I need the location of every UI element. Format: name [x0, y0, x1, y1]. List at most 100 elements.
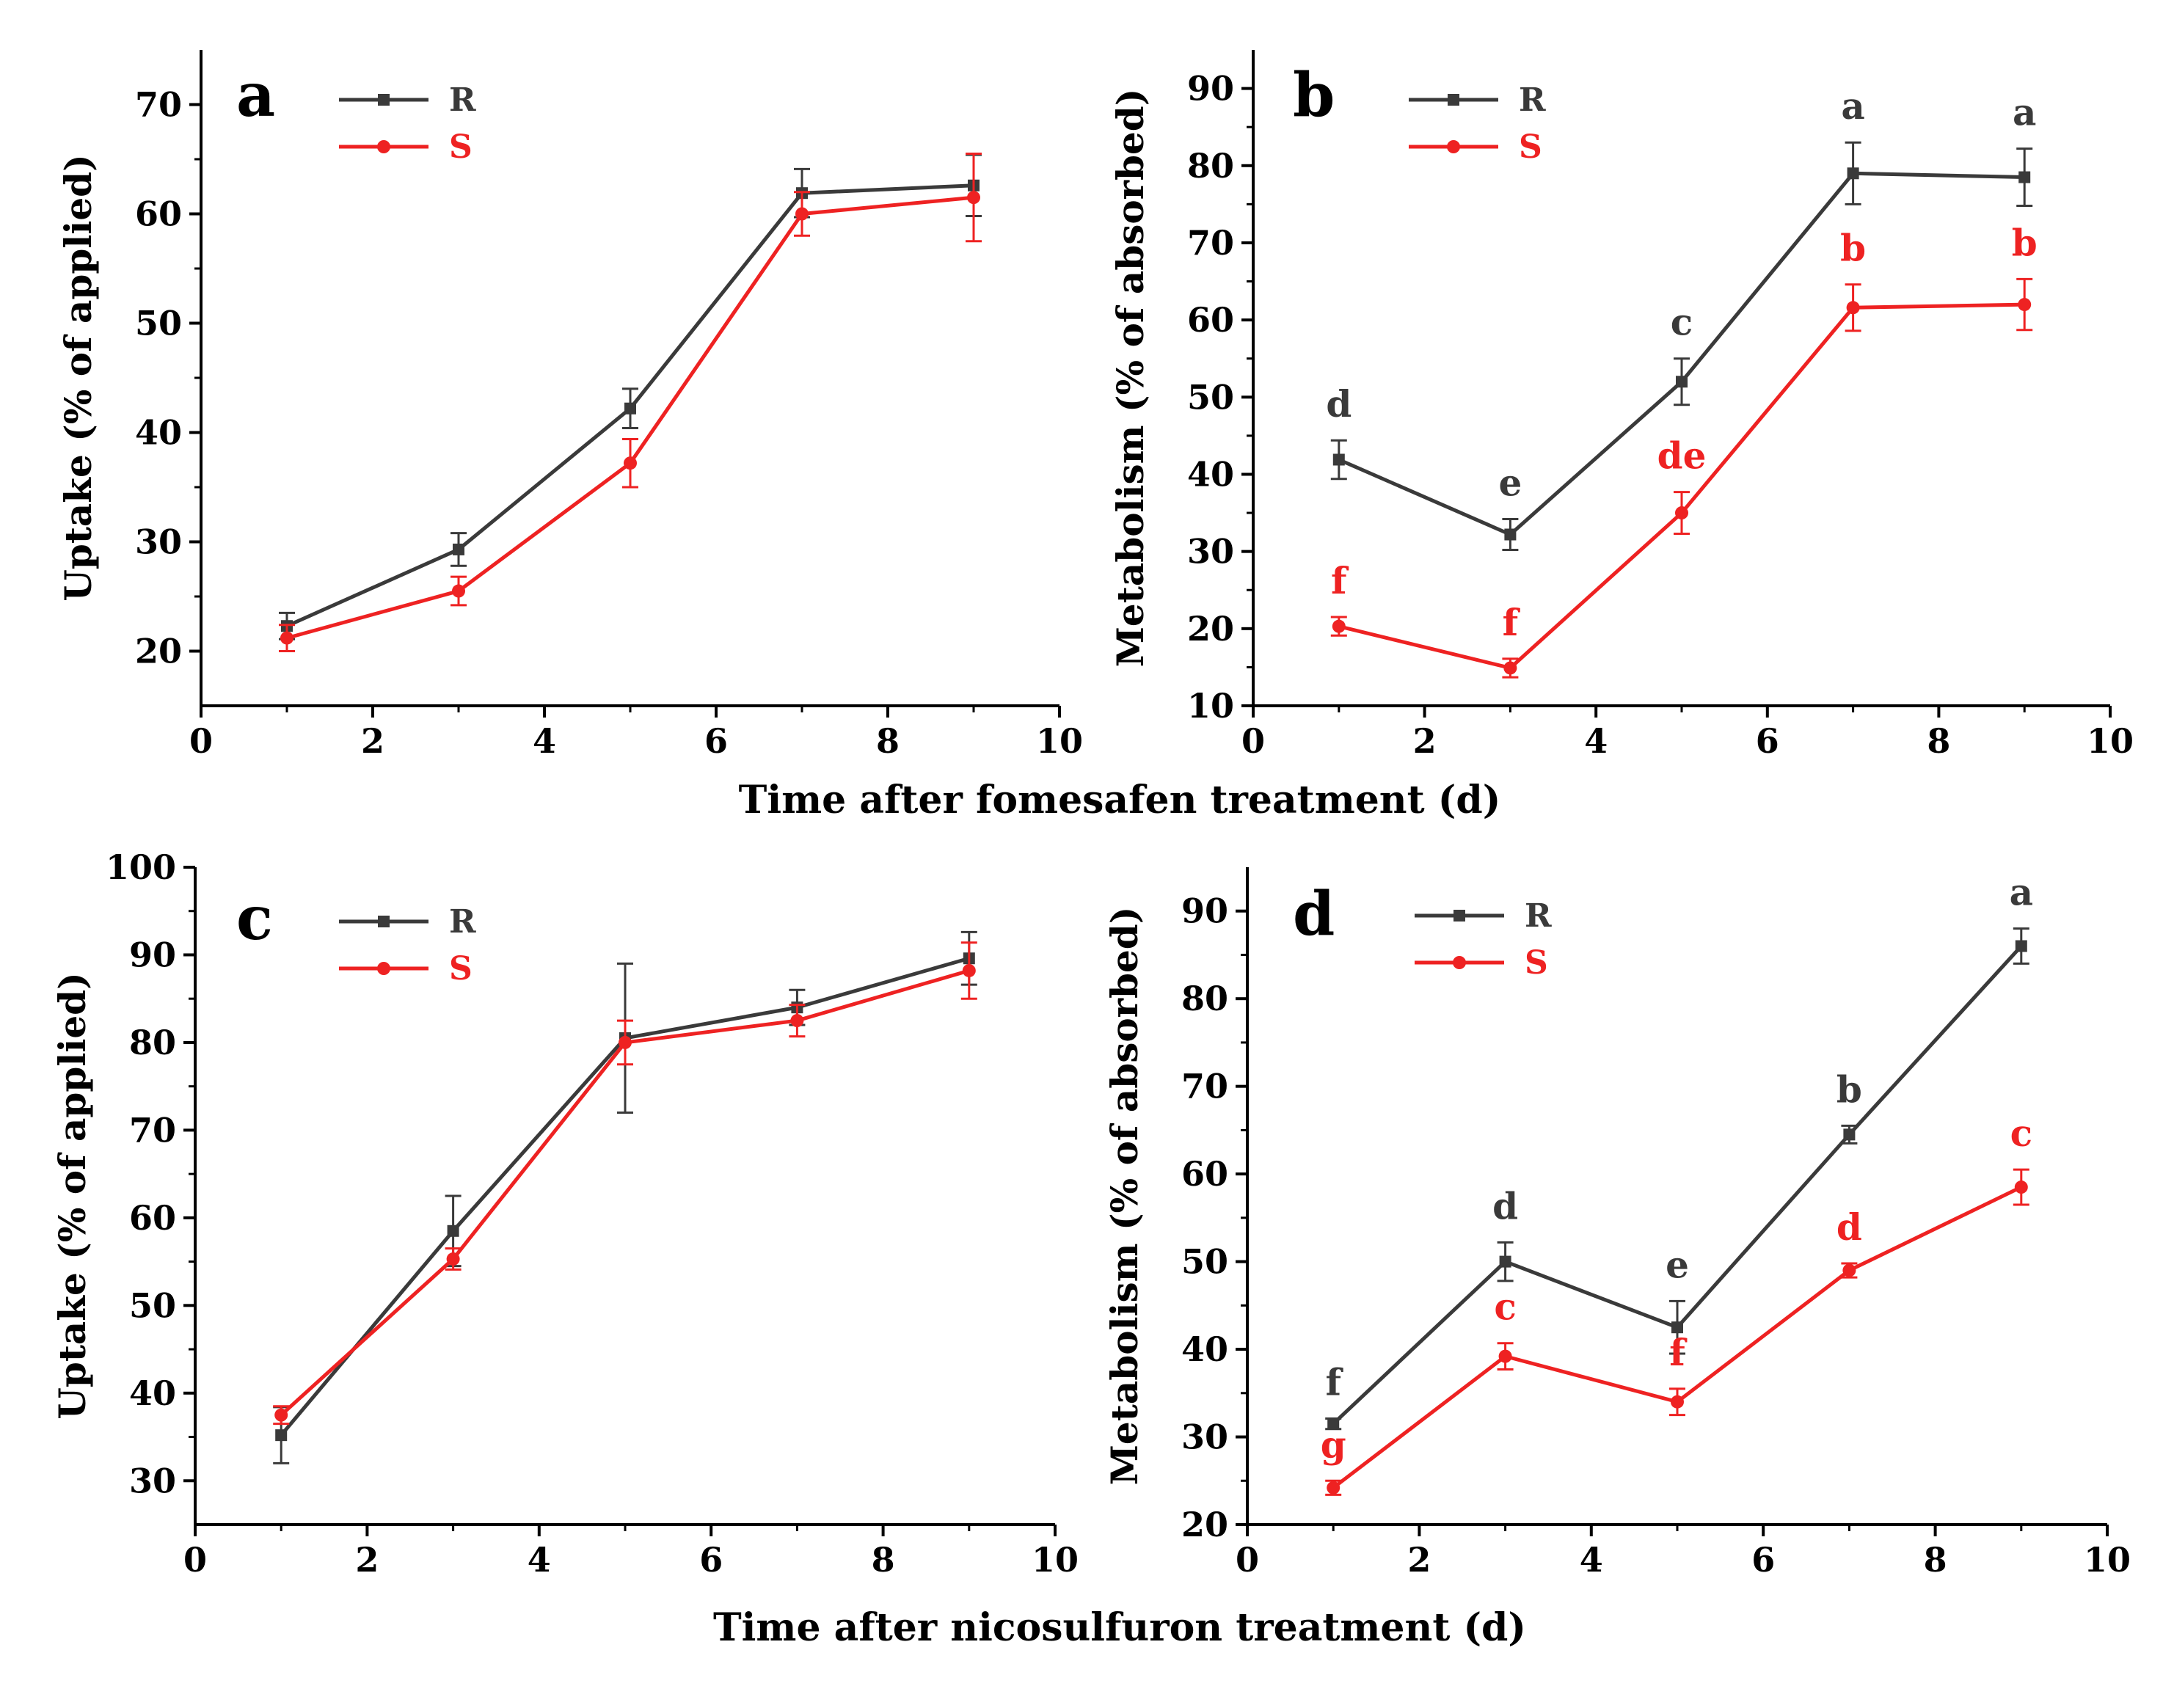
data-point-S	[1498, 1349, 1512, 1363]
x-axis-title-bottom: Time after nicosulfuron treatment (d)	[713, 1605, 1526, 1650]
data-point-S	[962, 963, 976, 977]
significance-label-S: c	[1494, 1285, 1516, 1329]
x-tick-label: 8	[1924, 1540, 1947, 1580]
y-tick-label: 50	[1181, 1242, 1228, 1282]
y-tick-label: 40	[1181, 1329, 1228, 1369]
y-tick-label: 50	[135, 304, 182, 343]
panel-a: 0 2 4 6 8 10 20 30 40 50 60 70 Uptake (% of applied)…	[56, 50, 1083, 761]
significance-label-S: c	[2010, 1112, 2032, 1155]
data-point-R	[1843, 1128, 1856, 1141]
significance-label-S: de	[1657, 434, 1707, 478]
panel-letter: c	[236, 883, 273, 954]
data-point-S	[790, 1014, 804, 1028]
significance-label-R: b	[1836, 1068, 1862, 1111]
significance-label-R: f	[1325, 1360, 1343, 1404]
y-tick-label: 30	[1187, 532, 1234, 572]
x-tick-label: 2	[361, 721, 384, 761]
data-point-R	[1504, 528, 1517, 541]
y-tick-label: 80	[1181, 979, 1228, 1018]
data-point-R	[453, 543, 464, 555]
data-point-S	[1327, 1481, 1341, 1494]
legend-label-S: S	[1525, 944, 1548, 982]
x-tick-label: 10	[1036, 721, 1083, 761]
data-point-R	[2018, 171, 2031, 183]
x-tick-label: 4	[533, 721, 556, 761]
data-point-S	[1846, 301, 1860, 315]
y-tick-label: 50	[129, 1285, 176, 1325]
significance-label-R: d	[1492, 1184, 1518, 1227]
x-tick-label: 0	[183, 1540, 207, 1580]
significance-label-R: e	[1498, 461, 1522, 504]
y-axis-title: Uptake (% of applied)	[51, 972, 94, 1420]
legend-marker-S	[1453, 956, 1466, 969]
y-tick-label: 80	[1187, 146, 1234, 186]
x-tick-label: 2	[1407, 1540, 1431, 1580]
legend-label-R: R	[1519, 81, 1546, 119]
x-tick-label: 6	[699, 1540, 723, 1580]
data-point-S	[280, 631, 293, 645]
legend-label-R: R	[449, 81, 476, 119]
legend-marker-R	[1453, 910, 1465, 921]
data-point-S	[1503, 661, 1517, 675]
data-point-S	[2018, 298, 2032, 312]
y-axis-title: Uptake (% of applied)	[56, 154, 100, 602]
data-point-S	[2014, 1180, 2028, 1194]
significance-label-S: b	[2012, 221, 2038, 264]
data-point-R	[1676, 376, 1688, 388]
x-tick-label: 10	[2087, 721, 2134, 761]
x-tick-label: 6	[1756, 721, 1779, 761]
legend-marker-S	[1447, 140, 1460, 153]
data-point-S	[1332, 619, 1346, 633]
y-tick-label: 30	[1181, 1417, 1228, 1457]
significance-label-R: a	[2010, 871, 2033, 914]
legend-marker-S	[377, 962, 390, 975]
y-tick-label: 100	[106, 847, 176, 887]
data-point-R	[2015, 940, 2027, 952]
significance-label-S: g	[1321, 1423, 1346, 1466]
y-tick-label: 40	[135, 413, 182, 453]
data-point-S	[446, 1252, 460, 1266]
panel-letter: d	[1293, 879, 1335, 949]
series-line-R	[1338, 171, 2025, 537]
x-tick-label: 10	[2084, 1540, 2131, 1580]
x-tick-label: 8	[876, 721, 900, 761]
x-tick-label: 2	[1413, 721, 1437, 761]
data-point-S	[967, 191, 980, 205]
significance-label-S: f	[1503, 601, 1521, 644]
y-tick-label: 60	[1187, 300, 1234, 340]
x-axis-title-top: Time after fomesafen treatment (d)	[739, 778, 1501, 822]
panel-c: 0 2 4 6 8 10 30 40 50 60 70 80 90 100 Uptake (% of app…	[51, 847, 1079, 1580]
data-point-S	[1671, 1395, 1684, 1409]
x-tick-label: 2	[355, 1540, 379, 1580]
data-point-S	[795, 207, 809, 221]
y-tick-label: 20	[1181, 1505, 1228, 1544]
y-tick-label: 30	[135, 522, 182, 562]
x-tick-label: 6	[1751, 1540, 1775, 1580]
legend-label-S: S	[449, 128, 473, 166]
x-tick-label: 0	[189, 721, 213, 761]
y-tick-label: 70	[129, 1110, 176, 1150]
y-tick-label: 90	[1187, 69, 1234, 109]
significance-label-S: f	[1669, 1331, 1688, 1374]
y-tick-label: 50	[1187, 377, 1234, 417]
y-tick-label: 70	[1187, 223, 1234, 263]
data-point-R	[1332, 453, 1345, 466]
data-point-S	[274, 1408, 288, 1422]
data-point-R	[1847, 167, 1859, 180]
y-tick-label: 60	[129, 1198, 176, 1238]
x-tick-label: 4	[528, 1540, 551, 1580]
data-point-R	[1499, 1255, 1511, 1268]
panel-d: 0 2 4 6 8 10 20 30 40 50 60 70 80 90 Metabolism (% of …	[1103, 867, 2131, 1580]
legend-marker-S	[377, 140, 390, 153]
legend-label-R: R	[1525, 897, 1552, 935]
data-point-S	[452, 584, 465, 598]
y-axis-title: Metabolism (% of absorbed)	[1109, 89, 1152, 668]
data-point-S	[1675, 506, 1688, 520]
significance-label-R: a	[1841, 84, 1864, 128]
x-tick-label: 4	[1580, 1540, 1603, 1580]
legend-marker-R	[378, 916, 390, 927]
significance-label-S: f	[1331, 559, 1349, 602]
legend-label-S: S	[1519, 128, 1542, 166]
data-point-R	[447, 1225, 459, 1237]
panel-b: 0 2 4 6 8 10 10 20 30 40 50 60 70 80 90 Metabolism (% o…	[1109, 50, 2134, 761]
